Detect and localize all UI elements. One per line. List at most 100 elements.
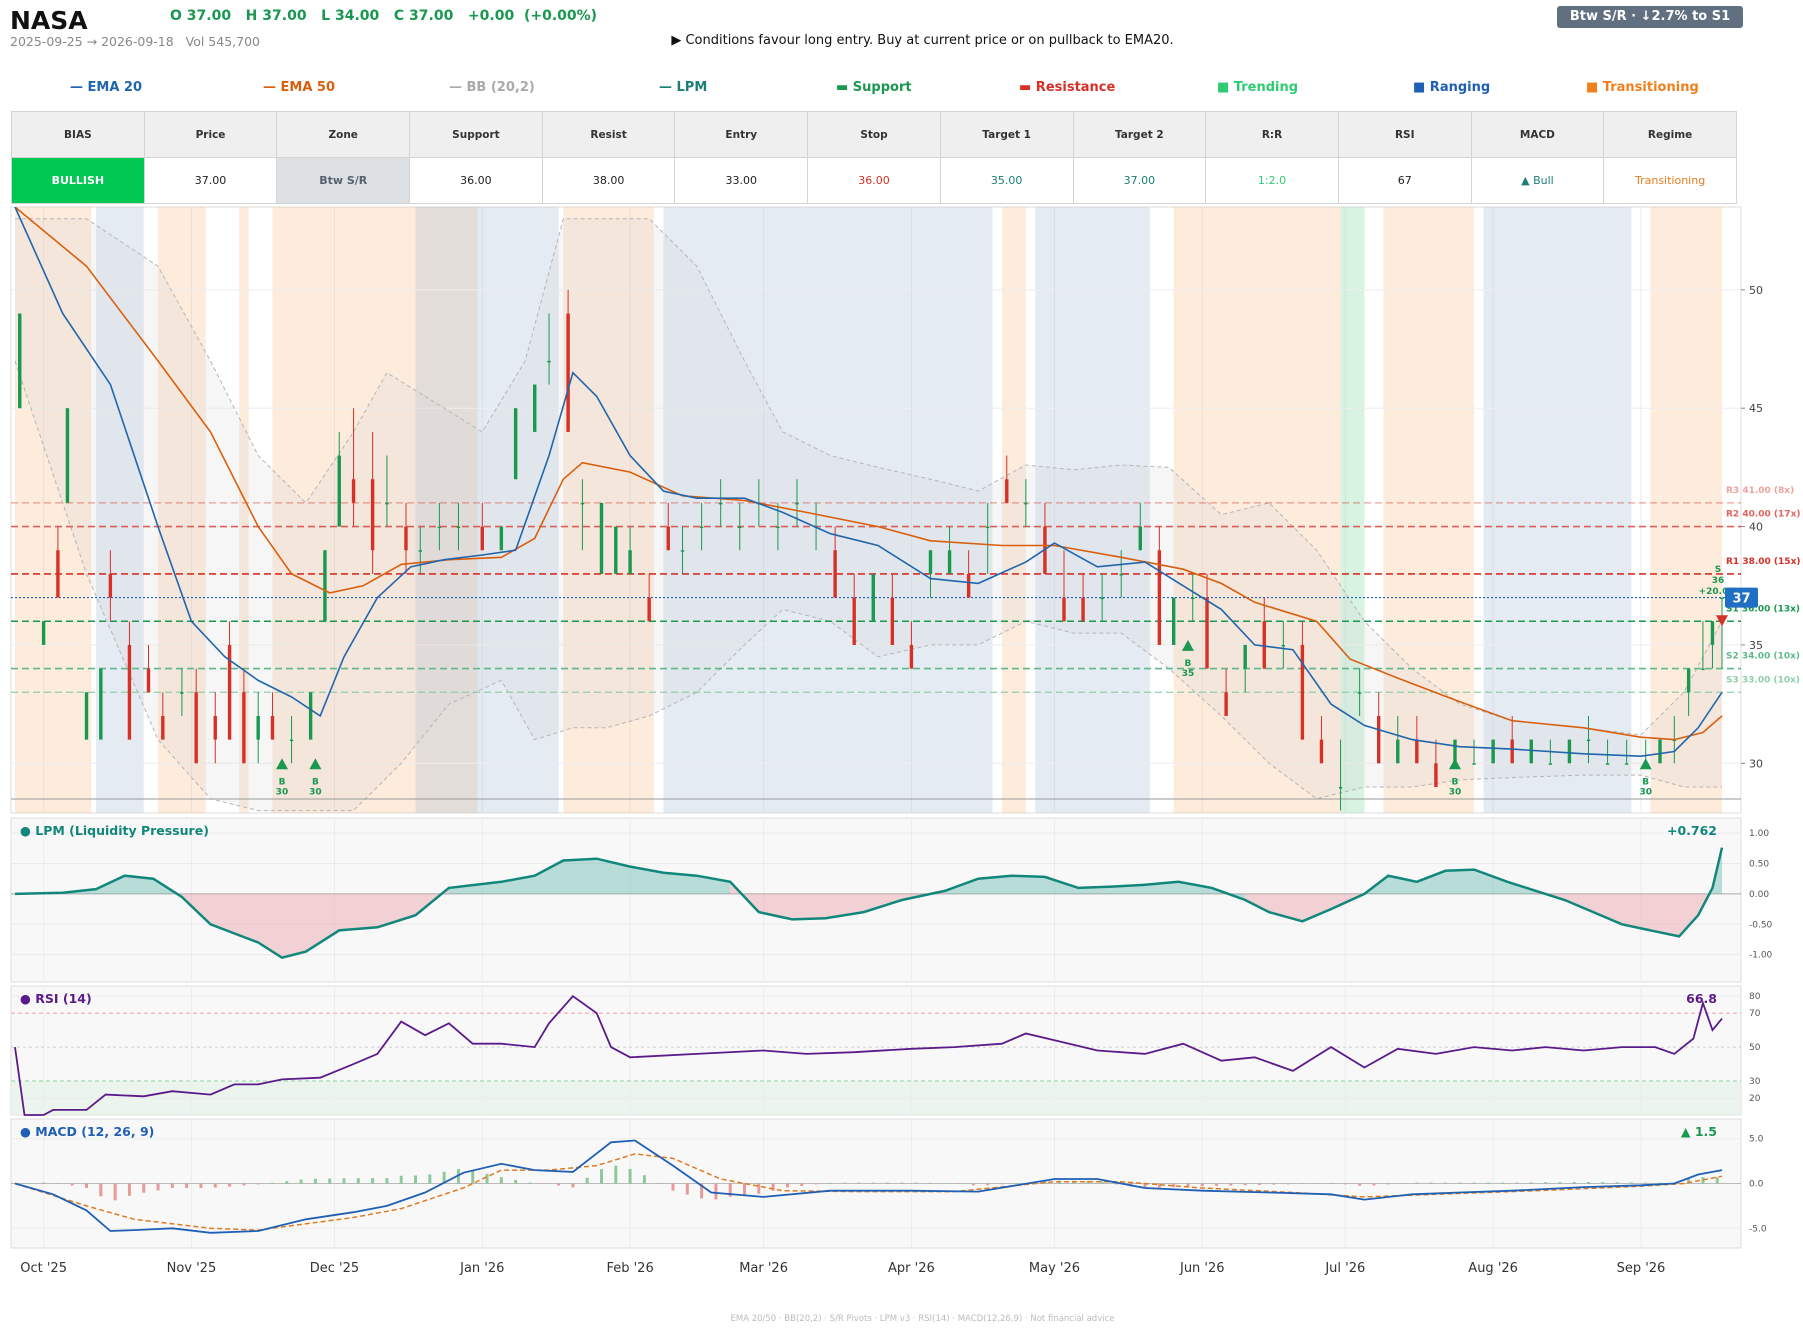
candle-body [986,526,990,529]
lpm-negative-area [282,893,306,958]
macd-histogram-bar [871,1182,875,1184]
price-y-tick-label: 40 [1749,521,1763,534]
header-entry: Entry [674,111,809,158]
macd-histogram-bar [957,1183,961,1184]
macd-histogram-bar [299,1179,303,1184]
macd-histogram-bar [585,1177,589,1184]
candle-body [289,739,294,742]
lpm-positive-area [1388,875,1417,894]
level-label-r2: R2 40.00 (17x) [1726,510,1800,520]
candle-body [1686,668,1691,693]
macd-histogram-bar [456,1169,460,1184]
macd-histogram-bar [1329,1182,1333,1184]
candle-body [1062,597,1066,622]
footer-note: EMA 20/50 · BB(20,2) · S/R Pivots · LPM … [730,1314,1115,1324]
lpm-positive-area [534,860,564,894]
lpm-positive-area [663,872,697,894]
candle-body [41,621,46,645]
macd-histogram-bar [213,1183,217,1188]
lpm-y-tick-label: 0.00 [1749,890,1769,900]
candle-body [1157,550,1162,645]
macd-histogram-bar [1544,1182,1548,1184]
candle-body [1605,763,1610,765]
candle-body [513,408,518,480]
lpm-negative-area [258,893,283,958]
macd-histogram-bar [857,1182,861,1184]
macd-histogram-bar [714,1183,718,1200]
candle-body [871,573,875,622]
macd-histogram-bar [1601,1182,1605,1184]
macd-histogram-bar [485,1173,489,1184]
lpm-negative-area [1679,893,1699,937]
header-rr: R:R [1205,111,1339,158]
candle-body [270,715,275,740]
regime-band-trending [1340,207,1365,813]
candle-body [1415,739,1419,764]
candle-body [1434,763,1438,787]
candle-body [1710,621,1715,645]
macd-histogram-bar [886,1182,890,1184]
level-label-s3: S3 33.00 (10x) [1726,675,1800,685]
candle-body [1024,502,1028,505]
macd-histogram-bar [528,1182,532,1184]
x-tick-label: Feb '26 [606,1261,653,1276]
price-y-tick-label: 30 [1749,757,1763,770]
candle-body [614,526,618,574]
x-tick-label: May '26 [1029,1261,1080,1276]
candle-body [99,668,103,740]
lpm-positive-area [596,858,631,894]
macd-line [14,1139,1723,1234]
candle-body [1191,597,1195,600]
macd-histogram-bar [342,1178,346,1184]
macd-histogram-bar [1358,1183,1362,1186]
macd-histogram-bar [743,1183,747,1196]
macd-histogram-bar [1014,1183,1018,1184]
lpm-y-tick-label: 1.00 [1749,829,1769,839]
target-annotation-text: +20.0% [1699,587,1738,597]
candle-body [1281,644,1286,647]
candle-body [1624,763,1629,765]
candle-body [1224,692,1228,716]
rsi-y-tick-label: 30 [1749,1077,1761,1087]
regime-band-transitioning [1650,207,1722,813]
value-rr: 1:2.0 [1205,157,1339,204]
lpm-negative-area [339,893,378,931]
chart-legend: — EMA 20 — EMA 50 — BB (20,2) — LPM ▬ Su… [0,80,1803,100]
macd-histogram-bar [728,1183,732,1197]
header-rsi: RSI [1337,111,1472,158]
regime-band-transitioning [1383,207,1475,813]
candle-body [966,573,971,598]
candle-body [566,313,570,432]
macd-histogram-bar [99,1183,103,1197]
macd-y-tick-label: -5.0 [1749,1224,1767,1234]
candle-body [909,644,914,669]
macd-histogram-bar [1172,1183,1176,1188]
macd-histogram-bar [1086,1180,1090,1184]
header-zone: Zone [276,111,411,158]
lpm-positive-area [630,866,664,894]
macd-histogram-bar [614,1165,618,1184]
buy-marker-icon [276,758,289,770]
candle-body [580,502,585,505]
candle-body [1453,739,1457,764]
regime-band-transitioning [15,207,92,813]
buy-marker-label: 30 [1449,787,1462,797]
macd-histogram-bar [800,1183,804,1186]
macd-histogram-bar [1615,1182,1619,1184]
legend-resistance: ▬ Resistance [1019,80,1116,95]
macd-histogram-bar [1458,1182,1462,1184]
rsi-y-tick-label: 50 [1749,1043,1761,1053]
rsi-y-tick-label: 20 [1749,1094,1761,1104]
buy-marker-icon [1181,639,1194,651]
ema20-line [14,207,1723,758]
candle-body [1472,763,1476,765]
macd-histogram-bar [1572,1182,1576,1184]
macd-histogram-bar [914,1182,918,1184]
candle-body [1205,597,1209,669]
buy-marker-letter: B [312,777,319,787]
macd-histogram-bar [1715,1177,1719,1184]
macd-histogram-bar [1515,1182,1519,1184]
macd-histogram-bar [1229,1183,1233,1186]
candle-body [738,526,742,529]
candle-body [480,526,484,551]
